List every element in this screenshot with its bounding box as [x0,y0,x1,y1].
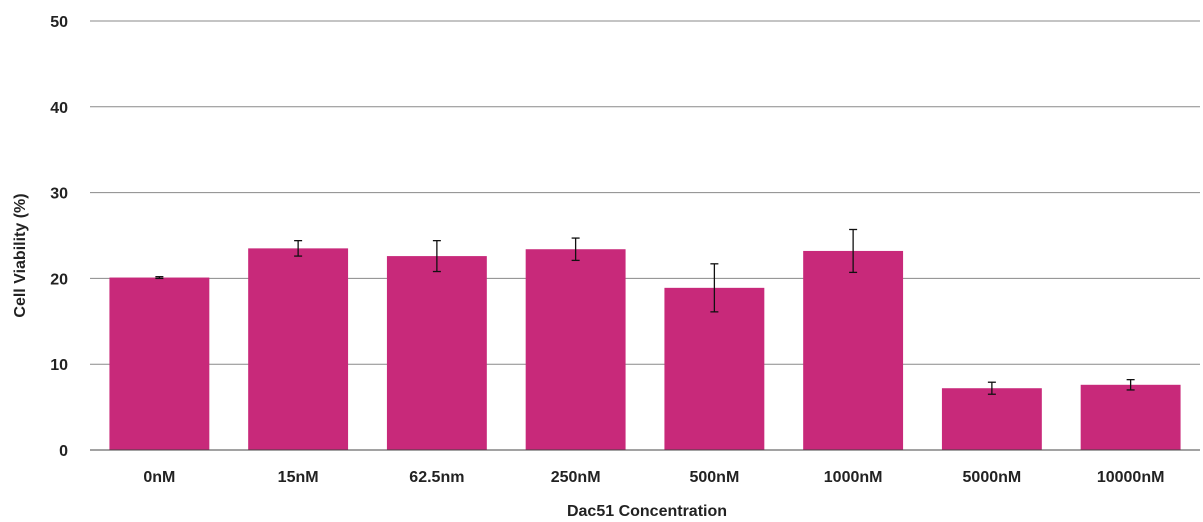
error-bar [432,239,441,273]
error-bar [710,263,719,313]
y-tick-label: 50 [50,14,68,31]
y-axis-ticks: 0 10 20 30 40 50 [50,14,68,460]
bars [109,248,1181,450]
x-tick-label: 0nM [143,469,175,486]
bar [386,256,487,450]
error-bar [849,228,858,274]
x-tick-label: 500nM [689,469,739,486]
x-axis-title: Dac51 Concentration [567,503,727,520]
y-axis-title: Cell Viability (%) [12,193,29,317]
error-bar [987,381,996,395]
bar [248,248,349,450]
y-tick-label: 20 [50,271,68,288]
x-tick-label: 10000nM [1097,469,1165,486]
x-tick-label: 250nM [551,469,601,486]
error-bar [571,237,580,262]
bar [525,249,626,450]
x-tick-label: 1000nM [824,469,883,486]
error-bar [1126,378,1135,391]
bar [109,277,210,450]
x-axis-ticks: 0nM 15nM 62.5nm 250nM 500nM 1000nM 5000nM 10000… [143,469,1164,486]
error-bars [155,228,1135,395]
error-bar [294,239,303,257]
x-tick-label: 62.5nm [409,469,464,486]
y-tick-label: 40 [50,100,68,117]
y-tick-label: 30 [50,186,68,203]
bar [941,388,1042,450]
y-tick-label: 10 [50,357,68,374]
x-tick-label: 15nM [278,469,319,486]
error-bar [155,276,164,280]
y-tick-label: 0 [59,443,68,460]
bar [664,287,765,450]
bar [1080,384,1181,450]
bar [803,250,904,450]
x-tick-label: 5000nM [963,469,1022,486]
